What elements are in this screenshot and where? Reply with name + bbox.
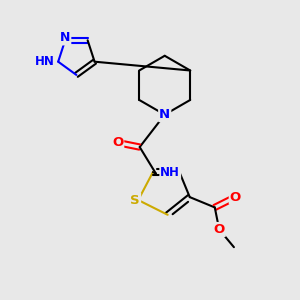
Text: O: O — [214, 223, 225, 236]
Text: O: O — [112, 136, 123, 149]
Text: N: N — [60, 32, 70, 44]
Text: S: S — [130, 194, 140, 207]
Text: NH: NH — [160, 166, 180, 178]
Text: O: O — [230, 190, 241, 204]
Text: HN: HN — [35, 55, 55, 68]
Text: N: N — [159, 108, 170, 121]
